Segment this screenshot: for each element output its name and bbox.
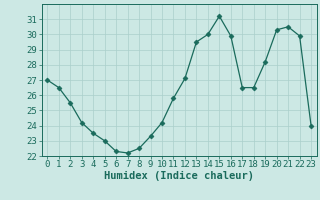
X-axis label: Humidex (Indice chaleur): Humidex (Indice chaleur) — [104, 171, 254, 181]
